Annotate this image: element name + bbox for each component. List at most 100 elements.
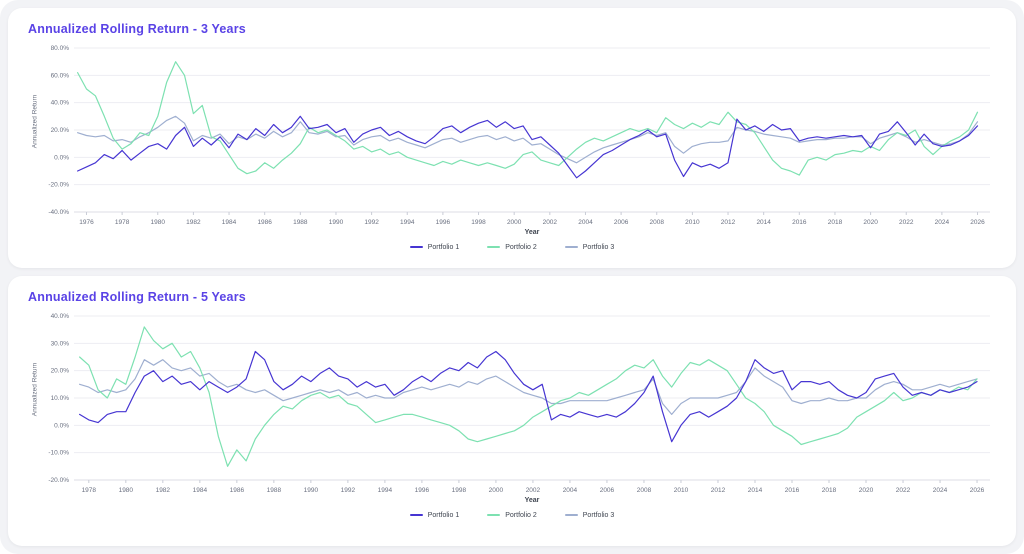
y-tick-label: 20.0%: [51, 127, 70, 134]
chart-area-5-years: Annualized Return 40.0% 30.0% 20.0% 10.0% 0.…: [32, 310, 996, 506]
x-tick-label: 2010: [674, 487, 689, 494]
y-tick-label: 40.0%: [51, 313, 70, 320]
x-tick-label: 2024: [933, 487, 948, 494]
y-tick-label: 30.0%: [51, 340, 70, 347]
y-tick-label: 20.0%: [51, 368, 70, 375]
x-tick-label: 2014: [756, 219, 771, 226]
x-tick-label: 2002: [543, 219, 558, 226]
x-axis-label: Year: [525, 497, 540, 504]
x-tick-label: 2022: [899, 219, 914, 226]
x-tick-label: 1986: [230, 487, 245, 494]
y-tick-label: 0.0%: [54, 154, 69, 161]
legend-label: Portfolio 1: [427, 511, 460, 519]
legend-item-portfolio-3[interactable]: Portfolio 3: [564, 243, 615, 251]
x-tick-label: 1980: [151, 219, 166, 226]
y-tick-label: 0.0%: [54, 422, 69, 429]
legend-label: Portfolio 3: [582, 243, 615, 251]
x-tick-label: 2018: [828, 219, 843, 226]
series-line-portfolio-3: [76, 115, 979, 164]
x-tick-label: 2004: [578, 219, 593, 226]
x-tick-label: 1998: [471, 219, 486, 226]
x-tick-label: 1978: [82, 487, 97, 494]
x-tick-label: 2026: [970, 219, 985, 226]
legend-label: Portfolio 2: [505, 243, 537, 251]
y-tick-label: -40.0%: [48, 209, 69, 216]
legend-item-portfolio-3[interactable]: Portfolio 3: [564, 511, 615, 519]
x-tick-label: 1986: [257, 219, 272, 226]
x-tick-label: 1982: [156, 487, 171, 494]
legend-item-portfolio-1[interactable]: Portfolio 1: [409, 511, 460, 519]
x-tick-label: 2016: [785, 487, 800, 494]
legend-marker: [409, 514, 423, 516]
x-tick-label: 1996: [436, 219, 451, 226]
x-tick-label: 1982: [186, 219, 201, 226]
chart-card-5-years: Annualized Rolling Return - 5 Years Annu…: [8, 276, 1016, 546]
x-tick-label: 2000: [489, 487, 504, 494]
chart-canvas-3-years[interactable]: 80.0% 60.0% 40.0% 20.0% 0.0% -20.0% -40.0% 1976…: [34, 42, 996, 238]
y-tick-label: 80.0%: [51, 45, 70, 52]
x-tick-label: 2008: [650, 219, 665, 226]
series-line-portfolio-3: [78, 359, 978, 416]
x-tick-label: 1992: [341, 487, 356, 494]
x-tick-label: 1998: [452, 487, 467, 494]
legend-label: Portfolio 3: [582, 511, 615, 519]
series-line-portfolio-2: [76, 61, 979, 176]
legend-marker: [487, 514, 501, 516]
x-tick-label: 2006: [614, 219, 629, 226]
x-tick-label: 2002: [526, 487, 541, 494]
x-tick-label: 1996: [415, 487, 430, 494]
y-tick-label: -20.0%: [48, 477, 69, 484]
x-tick-label: 2014: [748, 487, 763, 494]
x-tick-label: 2022: [896, 487, 911, 494]
y-tick-label: 60.0%: [51, 72, 70, 79]
legend-marker: [564, 514, 578, 516]
x-tick-label: 1994: [400, 219, 415, 226]
x-tick-label: 1988: [267, 487, 282, 494]
chart-card-3-years: Annualized Rolling Return - 3 Years Annu…: [8, 8, 1016, 268]
x-axis-label: Year: [525, 229, 540, 236]
chart-canvas-5-years[interactable]: 40.0% 30.0% 20.0% 10.0% 0.0% -10.0% -20.0% 1978…: [34, 310, 996, 506]
legend-label: Portfolio 1: [427, 243, 460, 251]
x-tick-label: 1992: [364, 219, 379, 226]
x-tick-label: 2006: [600, 487, 615, 494]
y-tick-label: -20.0%: [48, 182, 69, 189]
x-tick-label: 1980: [119, 487, 134, 494]
chart-area-3-years: Annualized Return 80.0% 60.0% 40.0% 20.0% 0.…: [32, 42, 996, 238]
series-line-portfolio-1: [76, 115, 979, 179]
legend-label: Portfolio 2: [505, 511, 537, 519]
y-tick-label: -10.0%: [48, 450, 69, 457]
x-tick-label: 2018: [822, 487, 837, 494]
x-tick-label: 2010: [685, 219, 700, 226]
x-tick-label: 2004: [563, 487, 578, 494]
chart-title-5-years: Annualized Rolling Return - 5 Years: [28, 290, 246, 304]
x-tick-label: 2012: [711, 487, 726, 494]
x-tick-label: 2020: [863, 219, 878, 226]
x-tick-label: 2000: [507, 219, 522, 226]
y-tick-label: 40.0%: [51, 100, 70, 107]
x-tick-label: 1984: [222, 219, 237, 226]
x-tick-label: 2012: [721, 219, 736, 226]
series-line-portfolio-2: [78, 326, 978, 467]
x-tick-label: 2020: [859, 487, 874, 494]
x-tick-label: 1976: [79, 219, 94, 226]
x-tick-label: 1990: [304, 487, 319, 494]
chart-legend-5-years: Portfolio 1 Portfolio 2 Portfolio 3: [28, 508, 996, 522]
legend-marker: [409, 246, 423, 248]
x-tick-label: 1988: [293, 219, 308, 226]
legend-item-portfolio-2[interactable]: Portfolio 2: [487, 244, 537, 251]
x-tick-label: 1984: [193, 487, 208, 494]
chart-title-3-years: Annualized Rolling Return - 3 Years: [28, 22, 246, 36]
x-tick-label: 2024: [935, 219, 950, 226]
x-tick-label: 2026: [970, 487, 985, 494]
x-tick-label: 1990: [329, 219, 344, 226]
y-tick-label: 10.0%: [51, 395, 70, 402]
legend-marker: [487, 246, 501, 248]
legend-marker: [564, 246, 578, 248]
x-tick-label: 1978: [115, 219, 130, 226]
legend-item-portfolio-1[interactable]: Portfolio 1: [409, 243, 460, 251]
x-tick-label: 2016: [792, 219, 807, 226]
chart-legend-3-years: Portfolio 1 Portfolio 2 Portfolio 3: [28, 240, 996, 254]
legend-item-portfolio-2[interactable]: Portfolio 2: [487, 512, 537, 519]
series-line-portfolio-1: [78, 350, 978, 443]
